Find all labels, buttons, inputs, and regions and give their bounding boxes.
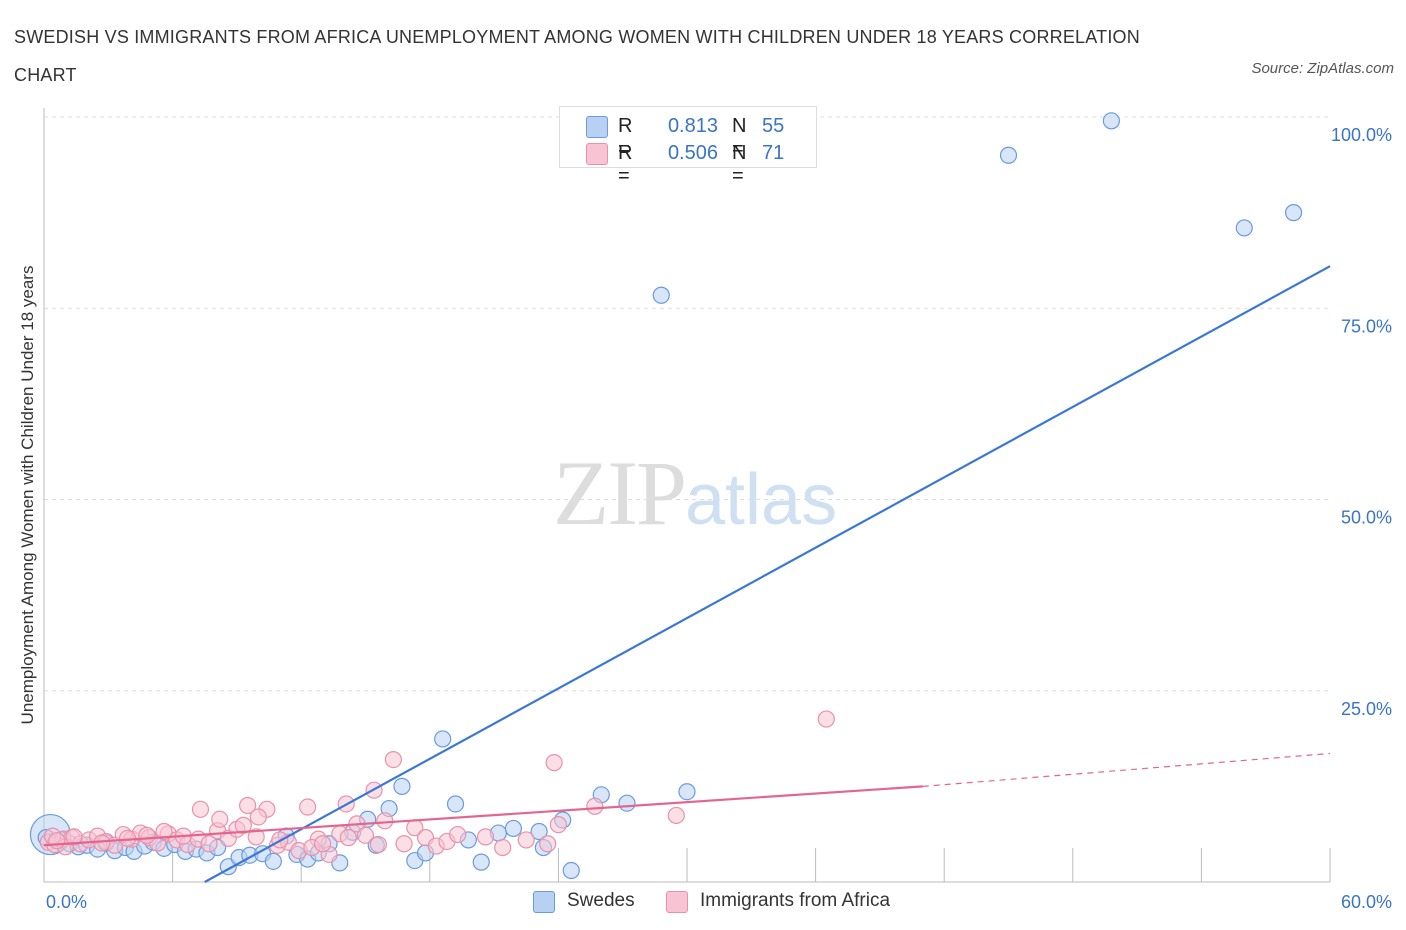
africa-point — [667, 806, 685, 825]
africa-point — [234, 816, 252, 834]
source-note: Source: ZipAtlas.com — [1251, 60, 1394, 77]
y-axis-label: Unemployment Among Women with Children U… — [18, 265, 37, 725]
r-label: R = — [618, 115, 633, 160]
africa-point — [395, 835, 413, 853]
watermark-zip: ZIP — [553, 442, 687, 544]
africa-point — [138, 826, 156, 844]
r-value: 0.506 — [667, 142, 718, 164]
swedes-point — [264, 852, 282, 870]
swedes-swatch — [586, 116, 608, 138]
africa-point — [200, 835, 218, 853]
y-tick-label: 50.0% — [1341, 508, 1392, 528]
swedes-point — [472, 853, 490, 871]
swedes-point — [652, 286, 670, 304]
africa-point — [155, 822, 173, 841]
swedes-point — [393, 777, 411, 795]
swedes-trend-line — [204, 265, 1331, 883]
chart-title: SWEDISH VS IMMIGRANTS FROM AFRICA UNEMPL… — [14, 27, 1140, 85]
africa-point — [545, 754, 563, 772]
swedes-point — [562, 861, 580, 880]
africa-point — [339, 829, 357, 847]
swedes-point — [999, 146, 1018, 164]
africa-point — [817, 710, 835, 728]
africa-point — [549, 816, 568, 834]
swedes-point — [678, 783, 696, 801]
swedes-point — [434, 730, 452, 748]
swedes-point — [530, 822, 548, 841]
africa-swatch — [586, 143, 608, 165]
swedes-point — [1102, 112, 1120, 130]
stats-legend: R = 0.813 N = 55 R = 0.506 N = 71 — [559, 106, 817, 187]
africa-point — [356, 826, 375, 844]
africa-point — [299, 798, 317, 816]
africa-point — [314, 835, 332, 853]
africa-point — [191, 800, 210, 818]
africa-point — [517, 831, 535, 849]
africa-point — [65, 828, 83, 846]
africa-point — [247, 828, 265, 846]
legend-label-africa: Immigrants from Africa — [700, 890, 891, 911]
n-label: N = — [732, 115, 747, 160]
africa-trend-extension — [922, 752, 1331, 787]
africa-point — [239, 796, 257, 815]
swedes-point — [618, 794, 636, 812]
r-value: 0.813 — [667, 115, 718, 137]
africa-point — [586, 797, 604, 815]
africa-point — [211, 810, 229, 828]
africa-point — [449, 825, 467, 844]
africa-legend-swatch — [666, 891, 688, 913]
swedes-point — [446, 795, 465, 813]
x-tick-label: 60.0% — [1341, 892, 1392, 912]
africa-point — [93, 834, 111, 852]
y-tick-label: 75.0% — [1341, 316, 1392, 336]
africa-point — [476, 828, 495, 846]
swedes-legend-swatch — [533, 891, 555, 913]
africa-point — [384, 750, 402, 769]
africa-point — [376, 812, 394, 830]
n-label: N = — [732, 142, 747, 187]
africa-point — [249, 808, 267, 826]
y-tick-label: 25.0% — [1341, 699, 1392, 719]
swedes-point — [1284, 204, 1303, 222]
r-label: R = — [618, 142, 633, 187]
swedes-point — [504, 819, 522, 838]
n-value: 55 — [762, 115, 785, 137]
y-tick-label: 100.0% — [1331, 125, 1392, 145]
x-tick-label: 0.0% — [46, 892, 87, 912]
africa-trend-line — [43, 785, 923, 847]
africa-point — [494, 838, 512, 857]
legend-label-swedes: Swedes — [567, 890, 635, 911]
africa-point — [48, 832, 66, 850]
n-value: 71 — [762, 142, 785, 164]
africa-point — [539, 835, 557, 853]
africa-point — [369, 835, 387, 854]
swedes-point — [1235, 219, 1253, 237]
